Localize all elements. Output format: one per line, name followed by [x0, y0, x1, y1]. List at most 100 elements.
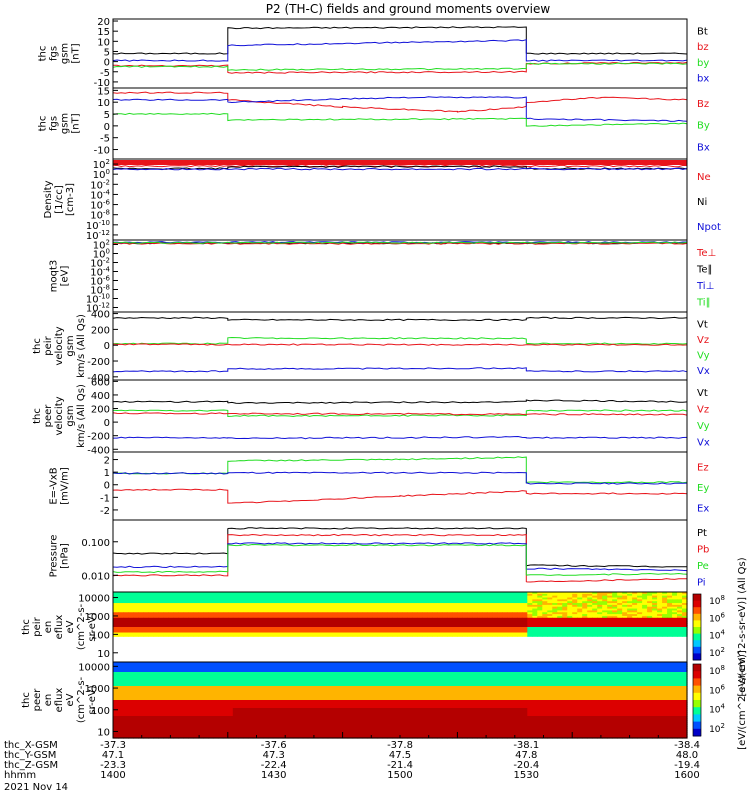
spectrogram-cell	[242, 595, 249, 599]
spectrogram-cell	[597, 619, 603, 623]
spectrogram-cell	[672, 603, 678, 606]
spectrogram-cell	[537, 621, 543, 624]
spectrogram-cell	[667, 593, 673, 597]
legend-item: Ez	[697, 462, 709, 473]
spectrogram-cell	[202, 612, 209, 615]
spectrogram-cell	[412, 599, 419, 602]
series-line-by	[112, 39, 688, 62]
series-line-Pe	[112, 543, 688, 576]
spectrogram-cell	[582, 599, 588, 602]
spectrogram-cell	[252, 615, 259, 619]
spectrogram-cell	[307, 668, 314, 671]
spectrogram-cell	[567, 601, 573, 604]
spectrogram-cell	[227, 684, 234, 687]
legend-item: bx	[697, 74, 709, 85]
spectrogram-cell	[482, 623, 488, 626]
spectrogram-cell	[242, 610, 249, 613]
spectrogram-cell	[252, 664, 259, 667]
spectrogram-cell	[512, 592, 518, 595]
spectrogram-cell	[632, 676, 638, 679]
spectrogram-cell	[127, 599, 134, 602]
spectrogram-cell	[172, 612, 179, 615]
spectrogram-cell	[477, 615, 483, 619]
spectrogram-cell	[497, 634, 503, 637]
spectrogram-cell	[577, 668, 583, 671]
spectrogram-cell	[532, 627, 538, 630]
spectrogram-cell	[227, 696, 234, 699]
spectrogram-cell	[192, 630, 199, 634]
spectrogram-cell	[142, 682, 149, 685]
spectrogram-cell	[327, 628, 334, 632]
spectrogram-cell	[307, 608, 314, 612]
spectrogram-cell	[382, 686, 389, 689]
spectrogram-cell	[632, 617, 638, 621]
spectrogram-cell	[132, 678, 139, 681]
spectrogram-cell	[357, 670, 364, 673]
spectrogram-cell	[487, 621, 493, 624]
spectrogram-cell	[192, 672, 199, 675]
spectrogram-cell	[272, 606, 279, 610]
spectrogram-cell	[312, 608, 319, 612]
spectrogram-cell	[342, 606, 349, 610]
spectrogram-cell	[667, 621, 673, 624]
spectrogram-cell	[502, 632, 508, 635]
spectrogram-cell	[582, 634, 588, 637]
spectrogram-cell	[257, 627, 264, 630]
spectrogram-cell	[452, 608, 458, 612]
spectrogram-cell	[117, 604, 124, 608]
spectrogram-cell	[472, 668, 478, 671]
spectrogram-cell	[577, 684, 583, 687]
spectrogram-cell	[162, 690, 169, 693]
spectrogram-cell	[247, 617, 254, 621]
spectrogram-cell	[627, 614, 633, 617]
spectrogram-cell	[367, 617, 374, 621]
spectrogram-cell	[212, 688, 219, 691]
spectrogram-cell	[472, 634, 478, 637]
spectrogram-cell	[557, 608, 563, 612]
spectrogram-cell	[152, 662, 159, 665]
spectrogram-cell	[372, 603, 379, 606]
spectrogram-cell	[447, 672, 454, 675]
spectrogram-cell	[612, 615, 618, 619]
spectrogram-cell	[282, 627, 289, 630]
spectrogram-cell	[142, 662, 149, 665]
spectrogram-cell	[622, 692, 628, 695]
spectrogram-cell	[632, 674, 638, 677]
spectrogram-cell	[217, 678, 224, 681]
spectrogram-cell	[412, 692, 419, 695]
spectrogram-cell	[467, 672, 473, 675]
spectrogram-cell	[113, 615, 119, 619]
spectrogram-cell	[567, 688, 573, 691]
spectrogram-cell	[387, 672, 394, 675]
spectrogram-cell	[542, 680, 548, 683]
spectrogram-cell	[662, 632, 668, 635]
spectrogram-cell	[667, 690, 673, 693]
spectrogram-cell	[672, 682, 678, 685]
spectrogram-cell	[382, 672, 389, 675]
spectrogram-cell	[287, 604, 294, 608]
spectrogram-cell	[632, 666, 638, 669]
spectrogram-cell	[113, 614, 119, 617]
spectrogram-cell	[652, 597, 658, 600]
spectrogram-cell	[277, 628, 284, 632]
spectrogram-cell	[352, 686, 359, 689]
spectrogram-cell	[447, 608, 454, 612]
spectrogram-cell	[177, 614, 184, 617]
spectrogram-cell	[477, 604, 483, 608]
spectrogram-cell	[137, 601, 144, 604]
spectrogram-cell	[352, 670, 359, 673]
spectrogram-cell	[507, 632, 513, 635]
spectrogram-cell	[567, 630, 573, 634]
spectrogram-cell	[147, 595, 154, 599]
spectrogram-cell	[422, 623, 429, 626]
y-tick-label: -5	[100, 68, 110, 79]
spectrogram-cell	[287, 593, 294, 597]
legend-item: Te∥	[696, 264, 713, 275]
spectrogram-cell	[457, 632, 463, 635]
spectrogram-cell	[417, 623, 424, 626]
spectrogram-cell	[212, 608, 219, 612]
spectrogram-cell	[232, 632, 239, 635]
spectrogram-cell	[582, 666, 588, 669]
spectrogram-cell	[192, 664, 199, 667]
spectrogram-cell	[147, 630, 154, 634]
